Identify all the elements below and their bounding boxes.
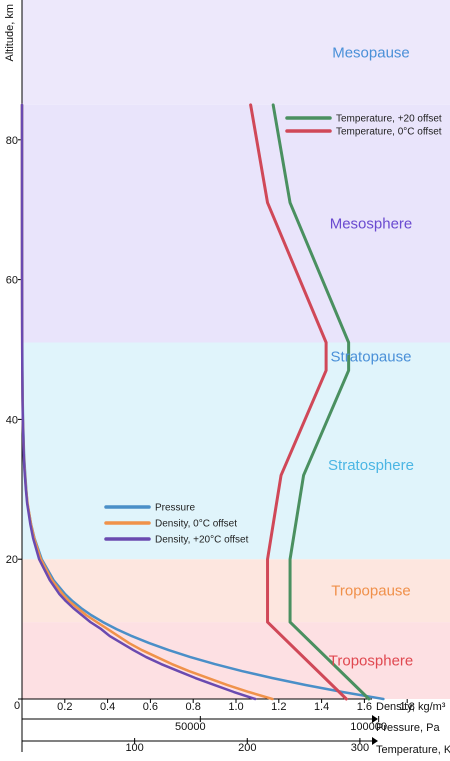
region-label-mesopause: Mesopause <box>332 44 410 61</box>
temperature-tick-label: 200 <box>238 742 256 754</box>
region-labels: Troposphere Tropopause Stratosphere Stratop… <box>328 44 414 669</box>
temperature-tick-label: 300 <box>351 742 369 754</box>
legend-label-density-0-c-offset: Density, 0°C offset <box>155 519 237 530</box>
y-axis-title: Altitude, km <box>4 4 16 61</box>
temperature-axis-title: Temperature, K <box>376 744 450 756</box>
density-tick-label: 0.6 <box>143 701 158 713</box>
y-tick-label: 60 <box>6 275 18 287</box>
density-tick-label: 1.0 <box>228 701 243 713</box>
chart-series <box>20 103 385 701</box>
y-tick-label: 40 <box>6 414 18 426</box>
density-tick-label: 1.4 <box>314 701 329 713</box>
density-tick-label: 0.2 <box>57 701 72 713</box>
y-tick-label: 80 <box>6 135 18 147</box>
series-line-density-20-c-offset <box>20 103 257 701</box>
legend-top-right: Temperature, +20 offset Temperature, 0°C … <box>285 114 442 138</box>
legend-center-left: Pressure Density, 0°C offset Density, +20°… <box>104 503 249 546</box>
region-label-stratosphere: Stratosphere <box>328 457 414 474</box>
y-tick-label: 20 <box>6 554 18 566</box>
density-tick-label: 1.2 <box>271 701 286 713</box>
legend-label-temperature-20-offset: Temperature, +20 offset <box>336 114 442 125</box>
region-troposphere <box>22 622 450 699</box>
density-tick-label: 0.8 <box>186 701 201 713</box>
origin-label: 0 <box>14 700 20 712</box>
region-stratopause <box>22 342 450 371</box>
region-tropopause <box>22 559 450 623</box>
region-label-troposphere: Troposphere <box>329 653 414 670</box>
pressure-tick-label: 100000 <box>350 721 387 733</box>
atmosphere-regions <box>22 0 450 699</box>
series-line-temperature-20-offset <box>271 103 371 701</box>
region-label-mesosphere: Mesosphere <box>330 216 413 233</box>
region-label-stratopause: Stratopause <box>331 348 412 365</box>
region-mesopause <box>22 0 450 105</box>
pressure-axis-title: Pressure, Pa <box>376 722 440 734</box>
density-tick-label: 0.4 <box>100 701 115 713</box>
temperature-axis-arrow <box>372 737 378 745</box>
density-axis-title: Density, kg/m³ <box>376 701 446 713</box>
temperature-tick-label: 100 <box>125 742 143 754</box>
legend-label-temperature-0-c-offset: Temperature, 0°C offset <box>336 127 442 138</box>
density-tick-label: 1.6 <box>357 701 372 713</box>
legend-label-density-20-c-offset: Density, +20°C offset <box>155 535 249 546</box>
region-stratosphere <box>22 370 450 560</box>
pressure-tick-label: 50000 <box>175 721 206 733</box>
series-line-temperature-0-c-offset <box>249 103 348 701</box>
density-tick-label: 1.8 <box>400 701 415 713</box>
region-label-tropopause: Tropopause <box>331 583 411 600</box>
legend-label-pressure: Pressure <box>155 503 195 514</box>
pressure-axis-arrow <box>372 715 378 723</box>
region-mesosphere <box>22 104 450 343</box>
chart-legends: Temperature, +20 offset Temperature, 0°C … <box>104 114 442 546</box>
